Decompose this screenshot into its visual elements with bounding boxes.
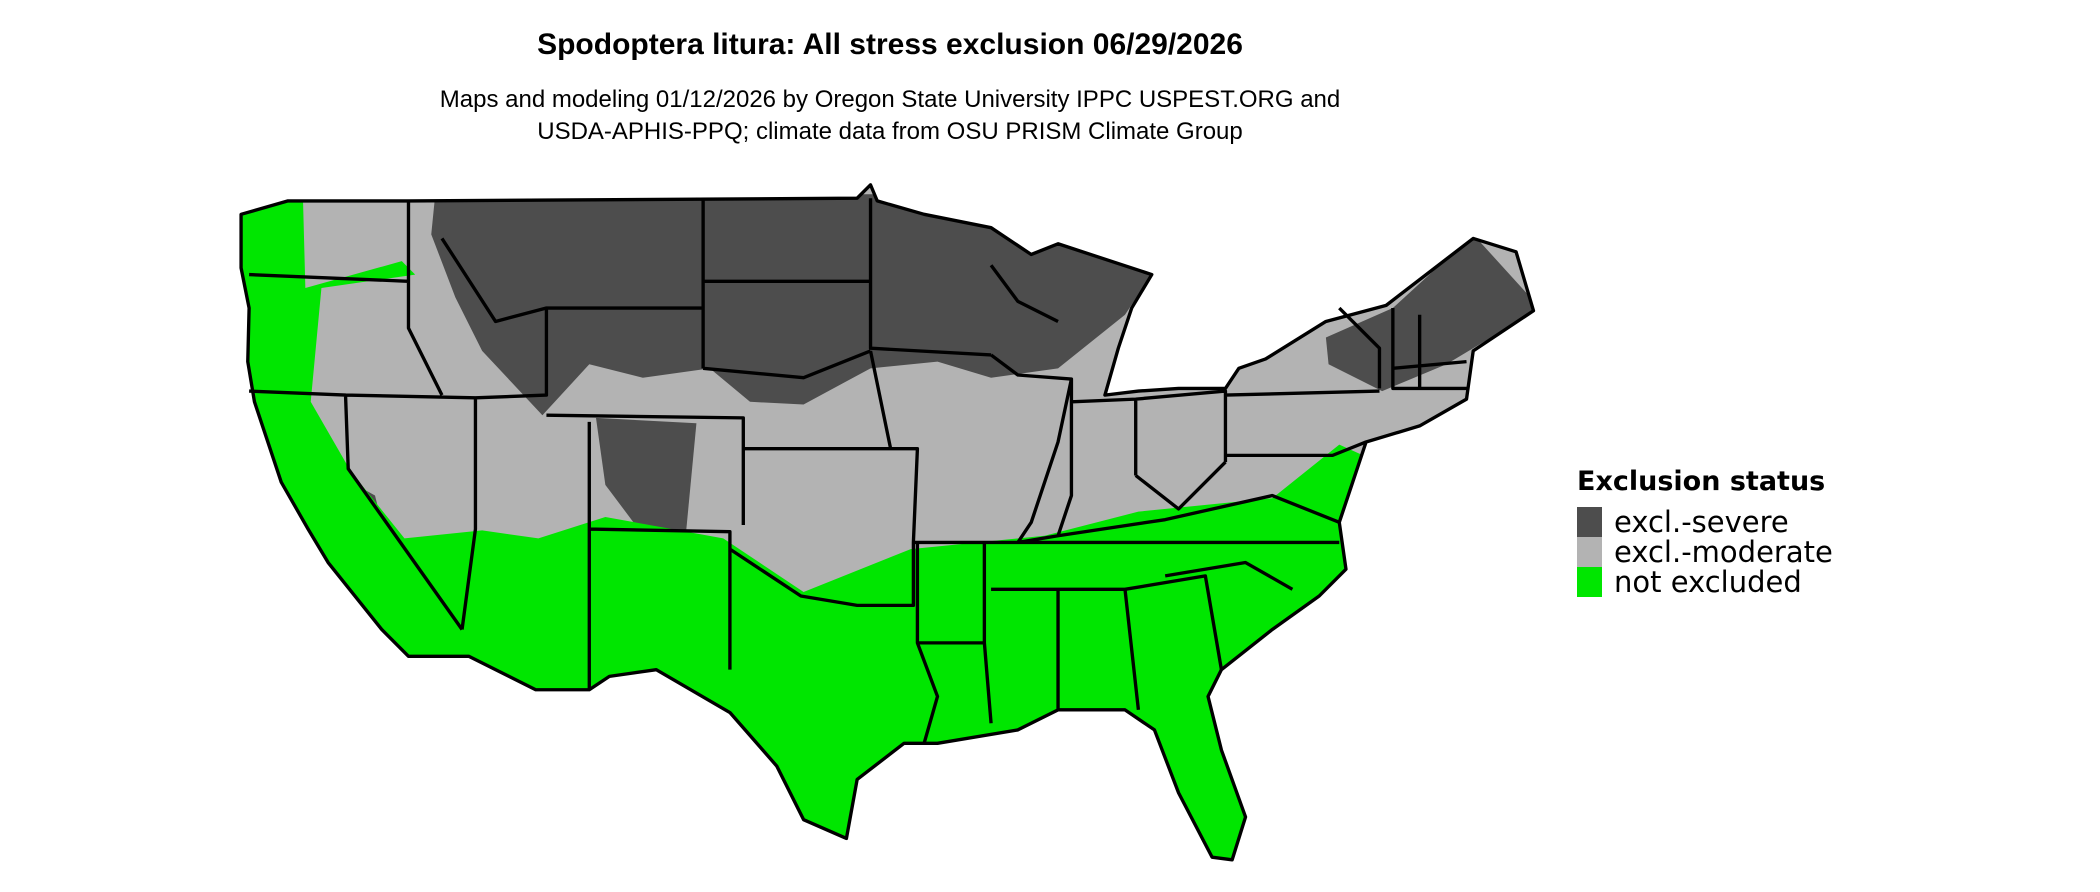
legend-swatch-moderate bbox=[1577, 537, 1602, 567]
legend-swatch-not-excluded bbox=[1577, 567, 1602, 597]
legend-label: not excluded bbox=[1614, 565, 1802, 599]
legend-label: excl.-severe bbox=[1614, 505, 1789, 539]
map-subtitle-line2: USDA-APHIS-PPQ; climate data from OSU PR… bbox=[537, 118, 1243, 145]
map-subtitle-line1: Maps and modeling 01/12/2026 by Oregon S… bbox=[439, 86, 1341, 113]
legend-label: excl.-moderate bbox=[1614, 535, 1833, 569]
legend-item-severe: excl.-severe bbox=[1577, 507, 1833, 537]
legend-item-moderate: excl.-moderate bbox=[1577, 537, 1833, 567]
legend-swatch-severe bbox=[1577, 507, 1602, 537]
severe-zone-rockies bbox=[595, 417, 697, 539]
severe-zone-north bbox=[431, 194, 1152, 416]
map-title: Spodoptera litura: All stress exclusion … bbox=[537, 28, 1243, 61]
legend: Exclusion status excl.-severe excl.-mode… bbox=[1577, 466, 1833, 597]
legend-title: Exclusion status bbox=[1577, 466, 1826, 497]
state-borders bbox=[239, 183, 1536, 862]
legend-item-not-excluded: not excluded bbox=[1577, 567, 1833, 597]
